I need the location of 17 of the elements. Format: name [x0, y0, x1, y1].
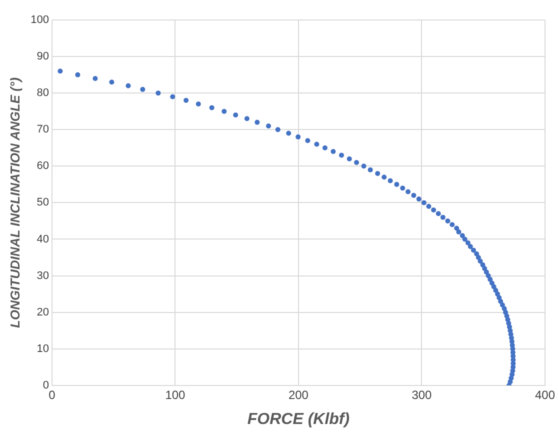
y-tick-label: 20: [36, 306, 49, 318]
y-tick-label: 10: [36, 342, 49, 355]
x-tick-label: 400: [534, 388, 556, 402]
y-tick-label: 0: [42, 379, 49, 392]
y-tick-label: 70: [36, 124, 49, 136]
y-tick-label: 80: [36, 87, 49, 100]
y-tick-label: 60: [36, 160, 49, 172]
x-tick-label: 300: [412, 388, 432, 402]
y-tick-label: 30: [36, 270, 49, 282]
x-axis-title: FORCE (Klbf): [247, 410, 350, 428]
x-tick-label: 200: [288, 388, 309, 402]
y-tick-label: 40: [36, 233, 49, 246]
y-tick-label: 90: [36, 50, 49, 63]
x-tick-label: 100: [165, 388, 186, 402]
y-tick-label: 50: [36, 196, 49, 209]
y-axis-title: LONGITUDINAL INCLINATION ANGLE (°): [7, 77, 22, 328]
y-tick-label: 100: [30, 14, 49, 26]
